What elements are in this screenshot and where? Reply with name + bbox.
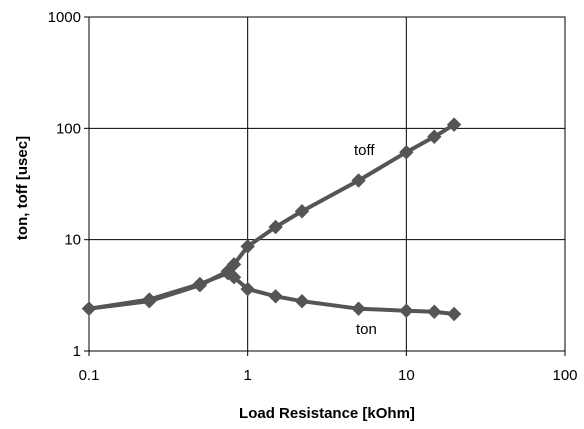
y-axis-title: ton, toff [usec] (14, 136, 31, 240)
data-point-toff (294, 204, 310, 219)
data-point-ton (446, 306, 462, 322)
data-point-ton (81, 301, 97, 316)
series-label-toff: toff (354, 142, 375, 159)
y-tick-label: 100 (56, 120, 81, 137)
data-point-ton (192, 277, 208, 293)
series-layer (81, 117, 462, 322)
x-tick-label: 0.1 (79, 367, 100, 384)
axes-layer: 0.1 1 10 100 1 10 100 1000 (48, 9, 578, 384)
data-point-ton (268, 289, 283, 304)
data-point-ton (142, 294, 157, 309)
data-point-toff (351, 173, 366, 188)
plot-area-border (88, 16, 566, 352)
x-tick-label: 10 (398, 367, 415, 384)
data-point-ton (427, 304, 442, 319)
grid-layer (88, 16, 566, 352)
data-point-ton (294, 294, 310, 309)
data-point-toff (240, 239, 255, 254)
data-point-ton (226, 270, 242, 285)
data-point-toff (399, 145, 414, 160)
series-label-ton: ton (356, 321, 377, 338)
x-axis-title: Load Resistance [kOhm] (239, 405, 415, 422)
x-tick-label: 100 (552, 367, 577, 384)
data-point-toff (427, 129, 442, 144)
data-point-toff (446, 117, 462, 132)
x-tick-label: 1 (243, 367, 251, 384)
data-point-ton (399, 303, 414, 318)
y-tick-label: 1000 (48, 9, 81, 26)
data-point-toff (268, 219, 283, 235)
series-line-ton (87, 269, 457, 316)
y-tick-label: 10 (64, 232, 81, 249)
labels-layer: Load Resistance [kOhm] ton, toff [usec] … (14, 136, 415, 422)
data-point-ton (351, 301, 366, 316)
data-point-ton (240, 281, 255, 297)
y-tick-label: 1 (73, 343, 81, 360)
